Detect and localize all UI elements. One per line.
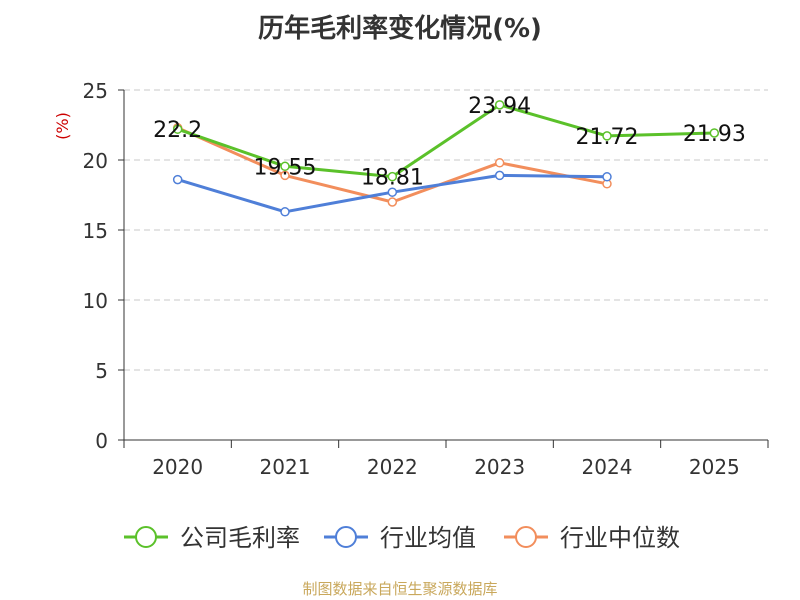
data-point [494, 100, 505, 110]
series-line [177, 103, 715, 179]
y-tick-label: 15 [83, 219, 108, 243]
legend-label: 行业中位数 [560, 524, 680, 552]
data-point [280, 161, 290, 172]
data-point [172, 124, 183, 134]
legend-marker [335, 526, 357, 548]
y-tick-label: 10 [83, 289, 108, 313]
data-point [387, 171, 398, 182]
y-tick-label: 5 [95, 359, 108, 383]
data-point [280, 170, 290, 181]
data-label: 22.2 [153, 118, 202, 143]
chart-title: 历年毛利率变化情况(%) [258, 14, 542, 44]
legend-label: 公司毛利率 [180, 524, 300, 552]
x-tick-label: 2020 [152, 455, 203, 479]
y-axis-label: (%) [53, 112, 72, 140]
x-tick-label: 2021 [260, 455, 311, 479]
data-point [494, 170, 505, 181]
data-point [387, 197, 398, 207]
data-point [172, 174, 183, 185]
data-point [280, 207, 290, 217]
data-label: 18.81 [361, 166, 424, 191]
source-footer: 制图数据来自恒生聚源数据库 [302, 580, 498, 598]
y-tick-label: 0 [95, 429, 108, 453]
x-tick-label: 2022 [367, 455, 418, 479]
legend-label: 行业均值 [380, 524, 476, 552]
x-tick-label: 2023 [474, 455, 525, 479]
x-tick-label: 2024 [582, 455, 633, 479]
x-tick-label: 2025 [689, 455, 740, 479]
legend-marker [515, 526, 537, 548]
legend-marker [135, 526, 157, 548]
data-point [387, 187, 398, 197]
data-point [602, 172, 612, 182]
data-point [602, 131, 612, 141]
data-label: 21.93 [683, 122, 746, 147]
data-point [494, 158, 505, 168]
data-point [709, 128, 720, 138]
y-tick-label: 25 [83, 79, 108, 103]
data-label: 19.55 [254, 155, 317, 180]
y-tick-label: 20 [83, 149, 108, 173]
data-label: 23.94 [468, 94, 531, 119]
data-label: 21.72 [576, 125, 639, 150]
